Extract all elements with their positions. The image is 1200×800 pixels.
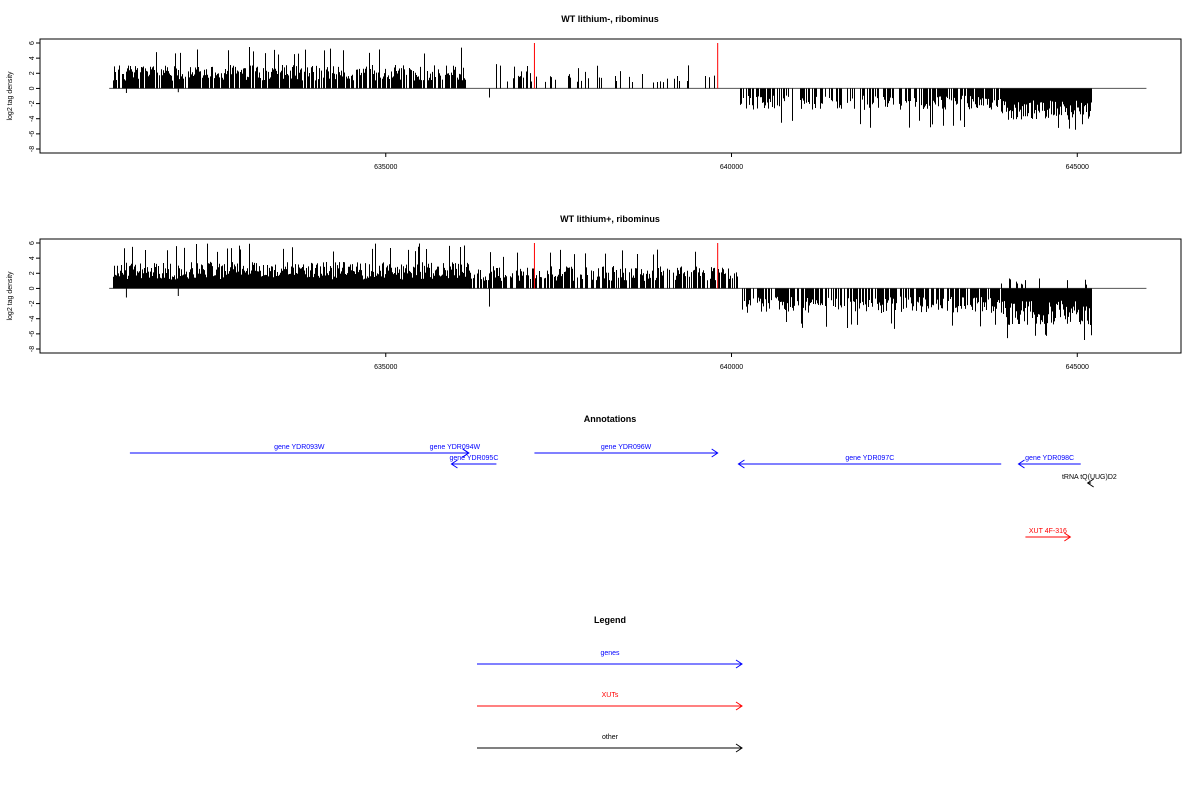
feature-arrowhead [1086,478,1094,488]
x-tick-label: 645000 [1066,164,1089,171]
feature-arrowhead [450,459,458,469]
legend: Legend genes XUTs other [477,615,743,753]
y-tick-label: 4 [29,56,36,60]
legend-item: XUTs [477,692,743,711]
y-tick-label: 4 [29,256,36,260]
x-tick-label: 635000 [374,164,397,171]
density-bars [109,47,1147,130]
feature-arrowhead [1064,532,1072,542]
panel-title: WT lithium-, ribominus [561,14,659,24]
y-tick-label: 2 [29,271,36,275]
feature-label: tRNA tQ(UUG)D2 [1062,474,1117,481]
legend-item: other [477,734,743,753]
x-tick-label: 640000 [720,364,743,371]
marker-lines [533,243,719,289]
annotation-feature: gene YDR096W [534,444,719,458]
marker-lines [533,43,719,89]
legend-item-label: XUTs [602,692,619,699]
legend-item-arrowhead [735,701,743,711]
y-tick-label: -2 [29,300,36,306]
track-panel-lithium-minus: WT lithium-, ribominus log2 tag density … [7,14,1182,171]
legend-item-label: other [602,734,619,741]
legend-item: genes [477,650,743,669]
feature-label: gene YDR096W [601,444,652,451]
density-bars [109,243,1147,341]
y-tick-label: 2 [29,71,36,75]
annotations-track: Annotations gene YDR093W gene YDR094Wgene… [129,414,1117,542]
annotations-title: Annotations [584,414,637,424]
feature-label: gene YDR095C [449,455,498,462]
x-axis: 635000 640000 645000 [374,153,1089,171]
feature-label: gene YDR097C [845,455,894,462]
track-panel-lithium-plus: WT lithium+, ribominus log2 tag density … [7,214,1182,371]
x-tick-label: 645000 [1066,364,1089,371]
x-tick-label: 635000 [374,364,397,371]
annotation-feature: gene YDR093W [129,444,470,458]
x-axis: 635000 640000 645000 [374,353,1089,371]
annotation-feature: gene YDR095C [449,455,498,469]
y-tick-label: -8 [29,346,36,352]
y-tick-label: -4 [29,116,36,122]
feature-label: gene YDR093W [274,444,325,451]
feature-label: gene YDR098C [1025,455,1074,462]
feature-arrowhead [737,459,745,469]
panel-title: WT lithium+, ribominus [560,214,660,224]
feature-arrowhead [711,448,719,458]
x-tick-label: 640000 [720,164,743,171]
annotation-feature: gene YDR094W [430,444,481,458]
legend-item-arrowhead [735,659,743,669]
y-tick-label: 6 [29,41,36,45]
feature-label: gene YDR094W [430,444,481,451]
plot-frame [39,38,1182,154]
annotation-feature: tRNA tQ(UUG)D2 [1062,474,1117,488]
y-tick-label: -2 [29,100,36,106]
legend-title: Legend [594,615,626,625]
annotation-features: gene YDR093W gene YDR094W gene YDR095C gene… [129,444,1117,542]
y-tick-label: 0 [29,86,36,90]
y-tick-label: 0 [29,286,36,290]
feature-label: XUT 4F-316 [1029,528,1067,535]
y-axis-label: log2 tag density [7,71,14,121]
legend-items: genes XUTs other [477,650,743,753]
y-tick-label: -4 [29,316,36,322]
annotation-feature: gene YDR097C [737,455,1002,469]
annotation-feature: gene YDR098C [1017,455,1081,469]
y-tick-label: 6 [29,241,36,245]
y-tick-label: -8 [29,146,36,152]
feature-arrowhead [462,448,470,458]
feature-arrowhead [1017,459,1025,469]
y-axis: 6 4 2 0 -2 -4 -6 -8 [29,41,40,152]
legend-item-label: genes [600,650,620,657]
plot-frame [39,238,1182,354]
y-axis-label: log2 tag density [7,271,14,321]
y-tick-label: -6 [29,131,36,137]
y-tick-label: -6 [29,331,36,337]
y-axis: 6 4 2 0 -2 -4 -6 -8 [29,241,40,352]
annotation-feature: XUT 4F-316 [1025,528,1072,542]
legend-item-arrowhead [735,743,743,753]
